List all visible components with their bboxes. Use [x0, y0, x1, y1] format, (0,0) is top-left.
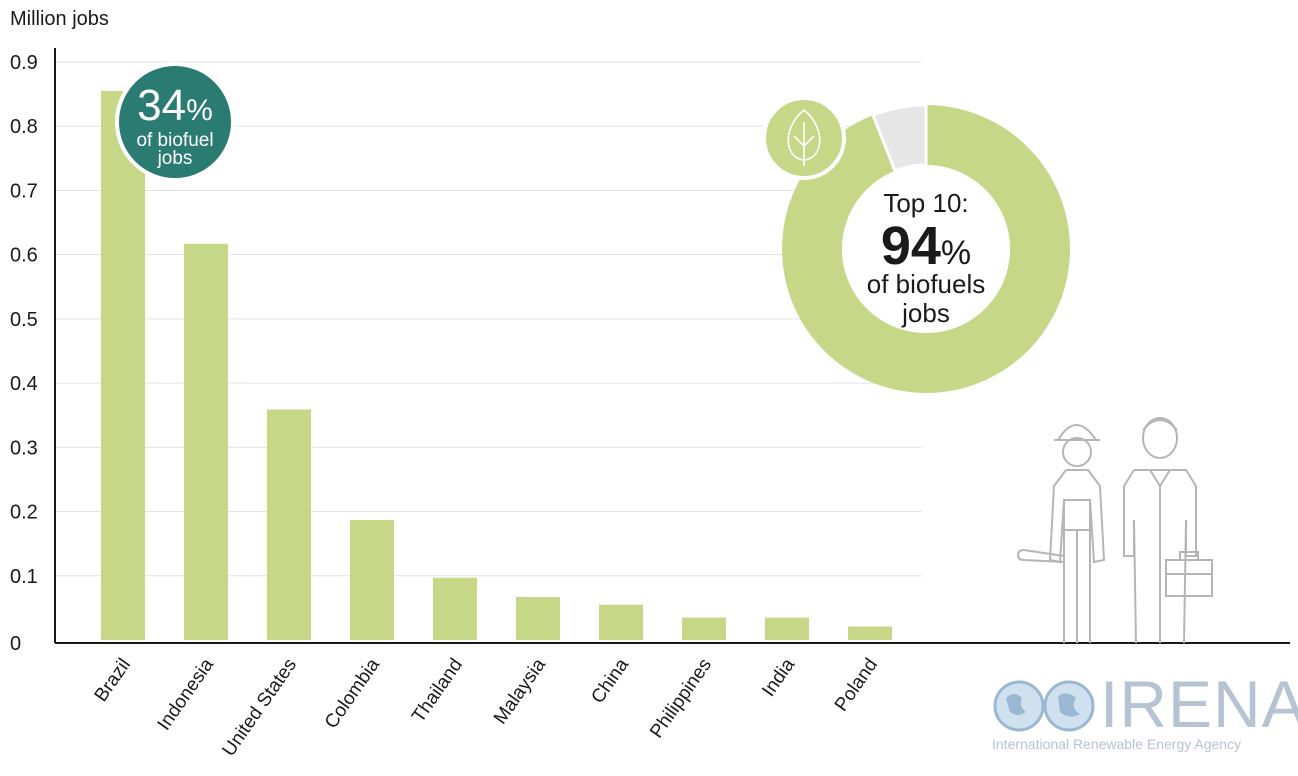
donut-slice-top10 — [782, 105, 1071, 394]
badge-line2: jobs — [157, 148, 193, 169]
y-tick-label: 0.5 — [10, 309, 38, 331]
bar-thailand — [433, 577, 477, 640]
donut-title: Top 10: — [883, 188, 968, 218]
bar-india — [765, 617, 809, 640]
irena-logo: IRENA International Renewable Energy Age… — [992, 667, 1298, 766]
workers-illustration — [1016, 417, 1213, 644]
x-tick-label: Indonesia — [154, 654, 219, 734]
y-tick-label: 0.9 — [10, 52, 38, 74]
donut-line1: of biofuels — [867, 269, 986, 299]
x-tick-label: Brazil — [91, 655, 135, 706]
y-tick-label: 0 — [10, 633, 21, 655]
bar-colombia — [350, 519, 394, 640]
bar-china — [599, 604, 643, 640]
donut-number: 94 — [881, 216, 941, 276]
donut-unit: % — [941, 234, 971, 272]
x-tick-label: United States — [218, 655, 301, 760]
x-tick-label: Philippines — [646, 655, 716, 742]
bar-philippines — [682, 617, 726, 640]
y-tick-label: 0.3 — [10, 437, 38, 459]
x-tick-label: China — [587, 654, 633, 707]
donut-line2: jobs — [901, 298, 950, 328]
donut-value: 94% — [881, 216, 971, 276]
logo-subtitle: International Renewable Energy Agency — [992, 736, 1242, 752]
share-badge: 34% of biofuel jobs — [115, 62, 235, 182]
y-axis-ticks: 0 0.1 0.2 0.3 0.4 0.5 0.6 0.7 0.8 0.9 — [10, 52, 38, 655]
y-tick-label: 0.6 — [10, 245, 38, 267]
badge-line1: of biofuel — [136, 130, 213, 151]
leaf-icon — [787, 108, 821, 166]
donut-hole — [842, 165, 1010, 333]
badge-circle — [115, 62, 235, 182]
badge-value: 34% — [137, 81, 213, 130]
x-axis-labels: Brazil Indonesia United States Colombia Thai… — [91, 654, 882, 760]
bar-united-states — [267, 409, 311, 640]
y-tick-label: 0.8 — [10, 116, 38, 138]
bar-indonesia — [184, 243, 228, 640]
badge-number: 34 — [137, 81, 186, 130]
wrench-icon — [1016, 549, 1065, 563]
bar-poland — [848, 626, 892, 640]
y-tick-label: 0.2 — [10, 502, 38, 524]
x-tick-label: India — [758, 654, 799, 700]
badge-unit: % — [186, 94, 213, 127]
logo-wordmark: IRENA — [1100, 667, 1298, 741]
x-tick-label: Thailand — [408, 655, 467, 727]
y-tick-label: 0.1 — [10, 566, 38, 588]
x-tick-label: Colombia — [321, 654, 384, 732]
bars — [101, 90, 892, 640]
briefcase-icon — [1165, 559, 1213, 597]
gridlines — [55, 61, 922, 577]
y-tick-label: 0.4 — [10, 373, 38, 395]
donut-chart: Top 10: 94% of biofuels jobs — [762, 96, 1071, 394]
x-tick-label: Malaysia — [490, 654, 550, 728]
bar-brazil — [101, 90, 145, 640]
globe-icon — [993, 680, 1095, 732]
y-axis-label: Million jobs — [10, 8, 109, 30]
bar-malaysia — [516, 596, 560, 640]
y-tick-label: 0.7 — [10, 180, 38, 202]
x-tick-label: Poland — [831, 655, 882, 716]
